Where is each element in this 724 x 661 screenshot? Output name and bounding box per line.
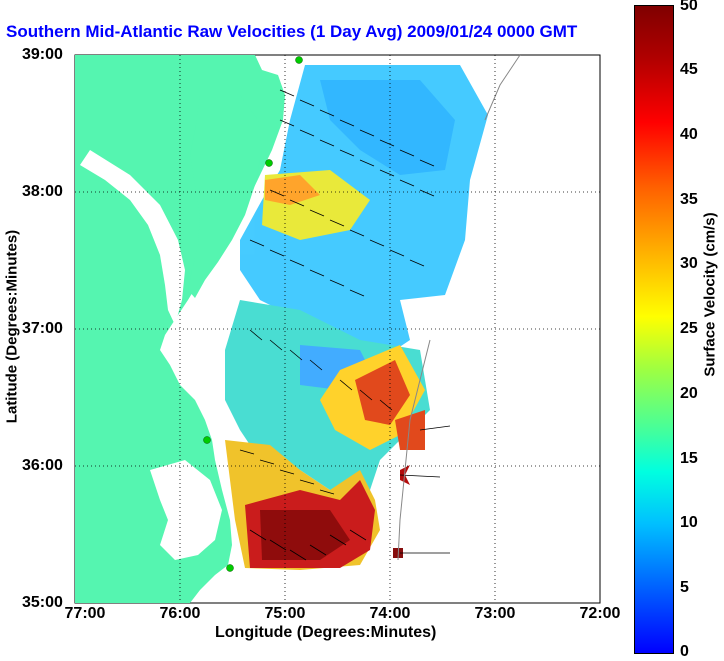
x-tick-label: 76:00 [159, 605, 201, 622]
grid-lines [75, 55, 600, 603]
colorbar-tick: 0 [680, 643, 689, 660]
y-tick-label: 39:00 [22, 46, 63, 63]
y-tick-label: 36:00 [22, 457, 63, 474]
colorbar-tick: 10 [680, 514, 698, 531]
colorbar-tick: 15 [680, 450, 698, 467]
x-tick-label: 77:00 [64, 605, 106, 622]
colorbar-tick: 20 [680, 385, 698, 402]
colorbar-tick: 30 [680, 255, 698, 272]
y-tick-label: 37:00 [22, 320, 63, 337]
colorbar-tick: 45 [680, 61, 698, 78]
land-delmarva [188, 95, 262, 298]
velocity-field [225, 65, 488, 570]
x-tick-label: 72:00 [579, 605, 621, 622]
colorbar-tick: 5 [680, 579, 689, 596]
y-tick-label: 38:00 [22, 183, 63, 200]
x-axis-label: Longitude (Degrees:Minutes) [215, 624, 437, 641]
bathymetry-contours [397, 54, 521, 561]
chesapeake-bay [80, 150, 185, 325]
velocity-arrows [239, 89, 451, 561]
colorbar-tick: 50 [680, 0, 698, 14]
x-tick-label: 73:00 [474, 605, 516, 622]
colorbar-tick: 40 [680, 126, 698, 143]
colorbar-label: Surface Velocity (cm/s) [701, 212, 719, 377]
colorbar [634, 5, 674, 654]
y-tick-label: 35:00 [22, 594, 63, 611]
y-axis-label: Latitude (Degrees:Minutes) [3, 229, 21, 424]
colorbar-tick: 25 [680, 320, 698, 337]
map-title: Southern Mid-Atlantic Raw Velocities (1 … [6, 22, 578, 41]
pamlico-sound [150, 460, 222, 560]
colorbar-tick: 35 [680, 191, 698, 208]
x-tick-label: 75:00 [264, 605, 306, 622]
radar-stations [203, 56, 303, 572]
x-tick-label: 74:00 [369, 605, 411, 622]
